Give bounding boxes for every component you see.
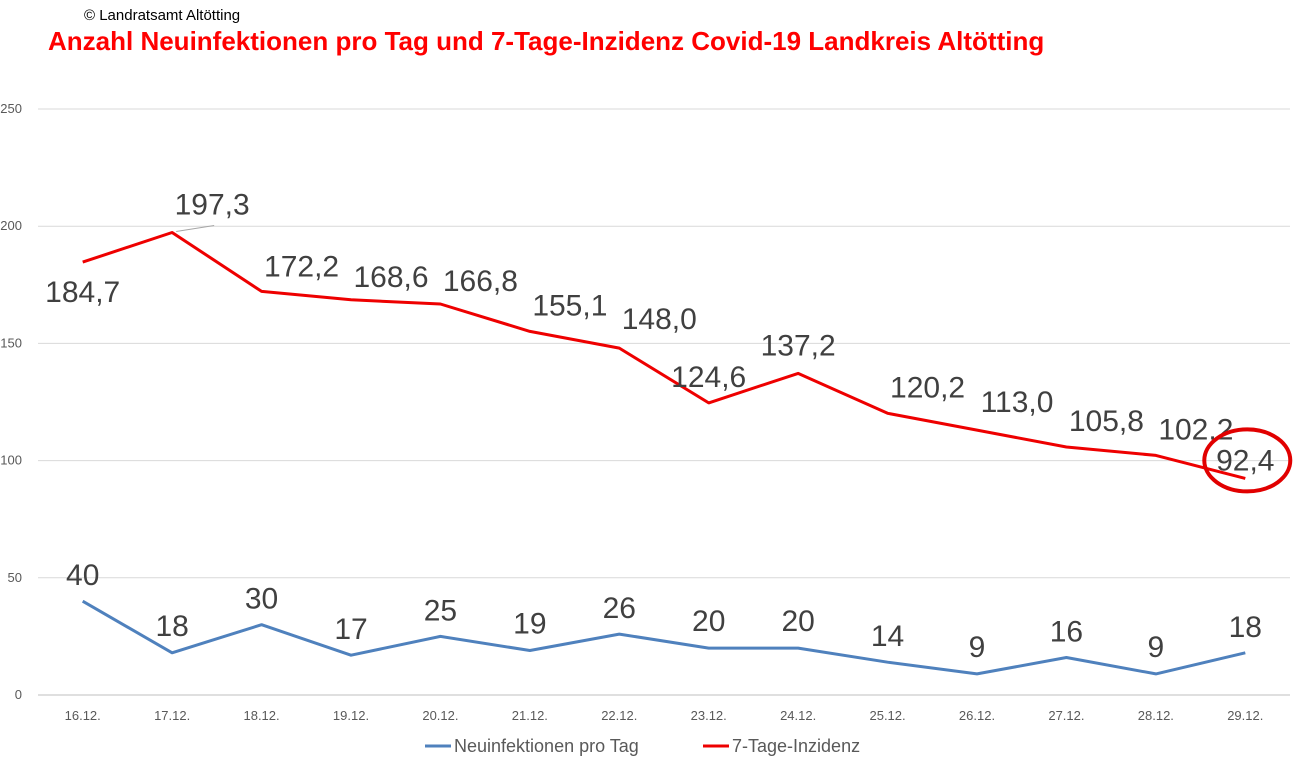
x-tick-label: 18.12. (243, 708, 279, 723)
x-tick-label: 17.12. (154, 708, 190, 723)
data-label: 17 (334, 613, 367, 646)
y-axis: 0 50 100 150 200 250 (0, 101, 22, 702)
y-tick-label: 50 (8, 570, 22, 585)
y-tick-label: 200 (0, 218, 22, 233)
data-label: 197,3 (175, 189, 250, 222)
x-tick-label: 29.12. (1227, 708, 1263, 723)
data-label: 102,2 (1158, 413, 1233, 446)
data-label: 40 (66, 559, 99, 592)
data-label: 172,2 (264, 250, 339, 283)
data-label: 124,6 (671, 361, 746, 394)
data-label: 19 (513, 607, 546, 640)
legend-label: 7-Tage-Inzidenz (732, 736, 860, 756)
legend: Neuinfektionen pro Tag 7-Tage-Inzidenz (425, 736, 860, 756)
data-label: 16 (1050, 615, 1083, 648)
data-label: 105,8 (1069, 405, 1144, 438)
data-label: 92,4 (1216, 444, 1274, 477)
leader-line (176, 225, 215, 233)
legend-label: Neuinfektionen pro Tag (454, 736, 639, 756)
x-tick-label: 23.12. (691, 708, 727, 723)
highlight-circle (1202, 427, 1293, 494)
x-tick-label: 21.12. (512, 708, 548, 723)
data-label: 155,1 (532, 289, 607, 322)
data-label: 148,0 (622, 303, 697, 336)
data-label: 166,8 (443, 265, 518, 298)
data-label: 168,6 (353, 261, 428, 294)
x-tick-label: 25.12. (869, 708, 905, 723)
gridlines (38, 108, 1290, 696)
data-label: 20 (692, 605, 725, 638)
data-label: 9 (1148, 631, 1165, 664)
data-label: 14 (871, 620, 904, 653)
data-label: 113,0 (981, 386, 1054, 419)
series-line (82, 231, 1246, 480)
x-tick-label: 24.12. (780, 708, 816, 723)
x-tick-label: 27.12. (1048, 708, 1084, 723)
data-label: 25 (424, 594, 457, 627)
x-tick-label: 26.12. (959, 708, 995, 723)
chart-title: Anzahl Neuinfektionen pro Tag und 7-Tage… (48, 26, 1045, 56)
y-tick-label: 0 (15, 687, 22, 702)
y-tick-label: 150 (0, 335, 22, 350)
series-line (81, 599, 1246, 676)
data-label: 137,2 (761, 329, 836, 362)
x-tick-label: 16.12. (65, 708, 101, 723)
series-lines (81, 231, 1246, 676)
x-tick-label: 20.12. (422, 708, 458, 723)
data-label: 18 (155, 610, 188, 643)
copyright-note: © Landratsamt Altötting (84, 7, 241, 24)
x-tick-label: 22.12. (601, 708, 637, 723)
data-label: 26 (603, 592, 636, 625)
x-tick-label: 28.12. (1138, 708, 1174, 723)
data-label: 18 (1229, 611, 1262, 644)
data-label: 120,2 (890, 371, 965, 404)
data-label: 30 (245, 583, 278, 616)
data-labels: 40 18 30 17 25 19 26 20 20 14 9 16 9 18 184,7 197,3 172,… (45, 189, 1293, 664)
y-tick-label: 250 (0, 101, 22, 116)
y-tick-label: 100 (0, 453, 22, 468)
data-label: 9 (969, 631, 986, 664)
x-axis: 16.12. 17.12. 18.12. 19.12. 20.12. 21.12. 22.1… (65, 708, 1264, 723)
x-tick-label: 19.12. (333, 708, 369, 723)
data-label: 184,7 (45, 276, 120, 309)
data-label: 20 (781, 605, 814, 638)
